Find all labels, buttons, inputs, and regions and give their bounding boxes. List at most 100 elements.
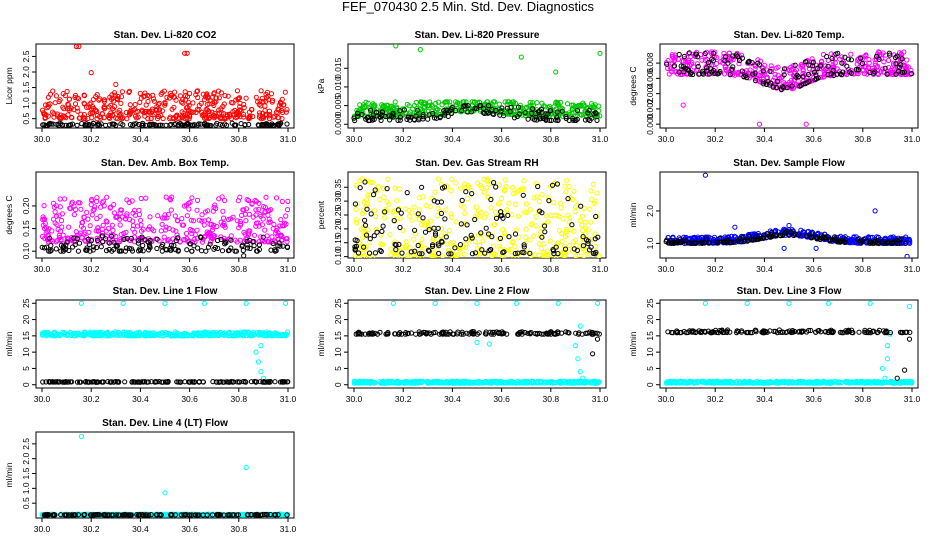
data-point (484, 108, 490, 115)
data-point (882, 65, 888, 71)
data-point (142, 113, 148, 119)
data-point (369, 117, 375, 123)
data-point (763, 81, 770, 88)
data-point (440, 329, 446, 335)
data-point (444, 107, 450, 113)
data-point (781, 69, 787, 75)
data-point (39, 107, 46, 113)
data-point (135, 238, 141, 244)
data-point (246, 211, 252, 217)
data-point (463, 244, 469, 250)
data-point (840, 69, 846, 75)
data-point (530, 378, 536, 384)
data-point (793, 74, 799, 80)
y-tick-label: 0.015 (333, 57, 343, 79)
data-point (51, 379, 57, 385)
data-point (444, 99, 450, 105)
data-point (458, 221, 464, 227)
data-point (868, 239, 874, 245)
data-point (159, 243, 165, 249)
data-point (167, 122, 173, 128)
data-point (71, 212, 78, 218)
data-point (264, 331, 270, 337)
data-point (232, 248, 238, 254)
data-point (250, 329, 256, 335)
data-point (798, 61, 805, 68)
data-point (886, 65, 892, 71)
plot-frame (659, 171, 919, 259)
data-point (696, 240, 703, 246)
data-point (815, 75, 821, 81)
x-tick-label: 30.6 (181, 134, 198, 144)
data-point (453, 101, 459, 108)
data-point (694, 61, 701, 67)
data-point (187, 122, 193, 128)
data-point (103, 248, 110, 254)
panel-title: Stan. Dev. Line 3 Flow (737, 286, 842, 297)
data-point (572, 209, 578, 215)
y-tick-label: 1.0 (21, 97, 31, 109)
data-point (691, 240, 697, 246)
data-point (373, 213, 379, 220)
x-tick-label: 30.2 (83, 134, 100, 144)
data-point (744, 75, 750, 81)
data-point (196, 121, 202, 127)
data-point (408, 114, 414, 120)
data-point (769, 229, 775, 235)
data-point (590, 181, 596, 187)
data-point (205, 230, 211, 236)
data-point (278, 217, 284, 223)
data-point (90, 333, 97, 339)
data-point (404, 101, 410, 107)
x-tick-label: 31.0 (280, 264, 297, 274)
data-point (478, 380, 484, 386)
data-point (505, 212, 511, 218)
data-point (284, 244, 291, 250)
data-point (114, 213, 120, 220)
data-point (521, 186, 527, 193)
data-point (116, 329, 122, 335)
data-point (463, 189, 469, 195)
data-point (372, 208, 378, 214)
data-point (566, 110, 572, 116)
data-point (416, 379, 422, 385)
data-point (590, 351, 596, 357)
data-point (587, 206, 593, 212)
data-point (218, 379, 224, 385)
data-point (499, 380, 505, 386)
data-point (234, 218, 240, 224)
data-point (828, 51, 834, 57)
data-point (360, 235, 366, 241)
data-point (403, 380, 409, 386)
data-point (94, 198, 100, 204)
data-point (46, 379, 52, 385)
data-point (509, 239, 516, 246)
data-point (597, 50, 603, 56)
data-point (88, 70, 94, 76)
panel-4: Stan. Dev. Amb. Box Temp.30.0 30.2 30.4 30.… (4, 158, 297, 274)
data-point (138, 222, 144, 228)
x-tick-label: 30.0 (346, 264, 363, 274)
data-point (417, 47, 423, 53)
data-point (506, 247, 512, 253)
data-point (74, 232, 80, 238)
data-point (795, 74, 802, 80)
data-point (207, 98, 213, 104)
data-point (169, 92, 175, 99)
data-point (275, 243, 281, 249)
data-point (485, 194, 491, 200)
data-point (275, 233, 281, 239)
data-point (803, 121, 809, 127)
data-point (354, 110, 361, 117)
data-point (580, 234, 586, 240)
data-point (220, 222, 226, 228)
data-point (137, 99, 143, 106)
data-point (492, 222, 498, 228)
data-point (266, 115, 273, 122)
data-point (194, 207, 200, 213)
data-point (809, 231, 815, 237)
data-point (81, 92, 87, 98)
data-point (72, 206, 79, 213)
data-point (73, 44, 79, 50)
